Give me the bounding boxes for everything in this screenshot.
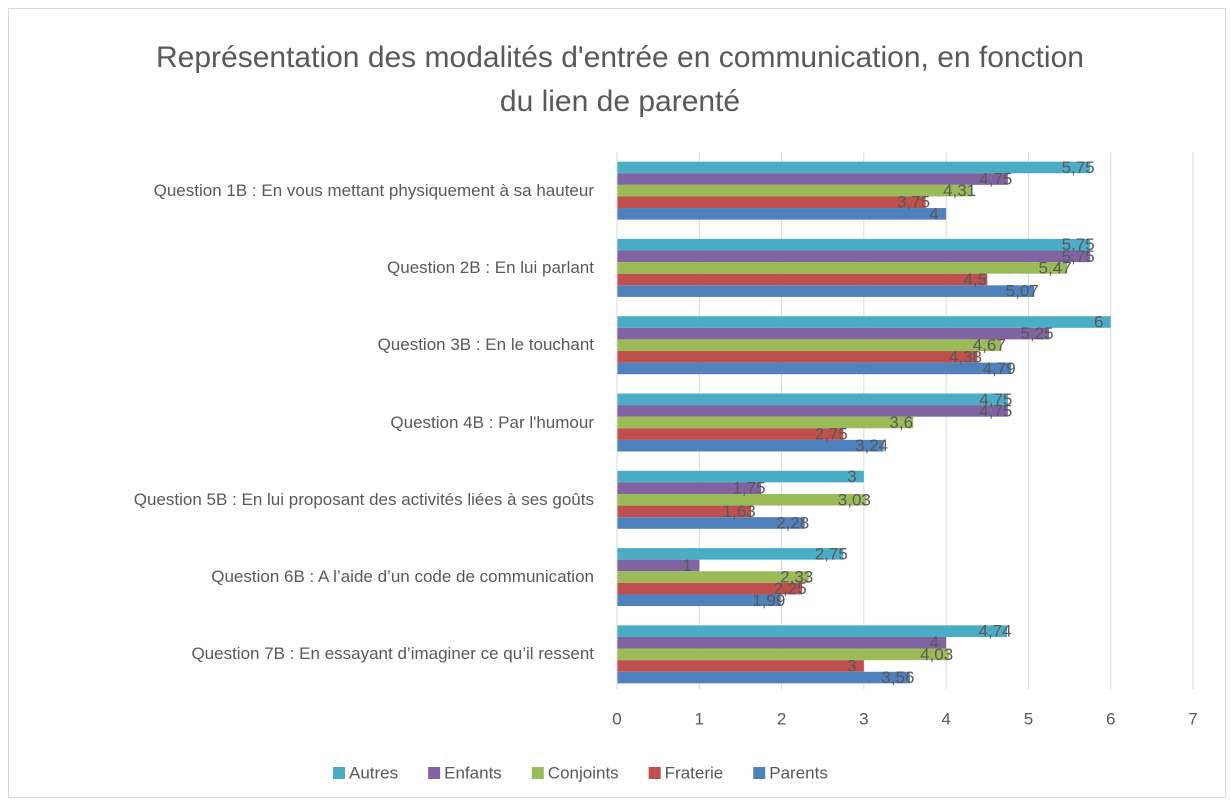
data-label: 1,75 bbox=[732, 479, 765, 498]
bar bbox=[617, 636, 947, 649]
legend-swatch bbox=[428, 767, 441, 779]
data-label: 4,38 bbox=[949, 347, 982, 366]
bar bbox=[617, 362, 1012, 375]
data-label: 2,28 bbox=[776, 513, 809, 532]
data-label: 6 bbox=[1094, 312, 1103, 331]
legend-swatch bbox=[753, 767, 766, 779]
bar bbox=[617, 238, 1091, 251]
data-label: 4 bbox=[929, 204, 938, 223]
legend-label: Conjoints bbox=[548, 763, 619, 782]
bar bbox=[617, 428, 844, 440]
data-label: 1,99 bbox=[752, 591, 785, 610]
bar bbox=[617, 671, 910, 684]
data-label: 5,47 bbox=[1039, 258, 1072, 277]
chart-border bbox=[8, 8, 1226, 798]
data-label: 5,75 bbox=[1062, 235, 1095, 254]
bar bbox=[617, 351, 978, 363]
legend-swatch bbox=[531, 767, 544, 779]
data-label: 2,75 bbox=[815, 425, 848, 444]
data-label: 4 bbox=[929, 633, 938, 652]
y-tick-label: Question 3B : En le touchant bbox=[377, 335, 594, 355]
data-label: 5,07 bbox=[1006, 282, 1039, 301]
bar bbox=[617, 184, 972, 197]
data-label: 3,75 bbox=[897, 193, 930, 212]
x-tick-label: 0 bbox=[612, 709, 621, 728]
data-label: 2,25 bbox=[774, 579, 807, 598]
legend-label: Parents bbox=[769, 763, 828, 782]
y-tick-label: Question 7B : En essayant d’imaginer ce … bbox=[191, 644, 594, 664]
bar bbox=[617, 250, 1091, 263]
bar bbox=[617, 173, 1008, 185]
data-label: 5,75 bbox=[1062, 247, 1095, 266]
data-label: 4,67 bbox=[973, 336, 1006, 355]
bar bbox=[617, 208, 947, 220]
data-label: 3 bbox=[847, 467, 856, 486]
bar bbox=[617, 439, 884, 452]
data-label: 3,24 bbox=[855, 436, 888, 455]
data-label: 2,33 bbox=[780, 568, 813, 587]
bar bbox=[617, 594, 781, 607]
bar bbox=[617, 393, 1008, 406]
bar bbox=[617, 339, 1002, 352]
bar bbox=[617, 273, 988, 286]
legend-label: Autres bbox=[349, 763, 398, 782]
bar bbox=[617, 660, 864, 672]
bar bbox=[617, 482, 761, 494]
x-tick-label: 5 bbox=[1024, 709, 1033, 728]
bar bbox=[617, 517, 805, 529]
bar bbox=[617, 285, 1035, 297]
bar bbox=[617, 405, 1008, 417]
data-label: 4,74 bbox=[978, 622, 1011, 641]
x-tick-label: 2 bbox=[777, 709, 786, 728]
data-label: 3 bbox=[847, 656, 856, 675]
y-tick-label: Question 2B : En lui parlant bbox=[387, 257, 594, 277]
data-label: 4,75 bbox=[979, 390, 1012, 409]
bar bbox=[617, 262, 1068, 274]
data-label: 4,75 bbox=[979, 401, 1012, 420]
bar bbox=[617, 327, 1049, 340]
bar bbox=[617, 625, 1008, 637]
data-label: 4,03 bbox=[920, 645, 953, 664]
bar bbox=[617, 505, 752, 518]
data-label: 2,75 bbox=[815, 544, 848, 563]
y-tick-label: Question 1B : En vous mettant physiqueme… bbox=[153, 180, 594, 200]
data-label: 4,5 bbox=[963, 270, 987, 289]
bar bbox=[617, 161, 1091, 174]
data-label: 5,25 bbox=[1020, 324, 1053, 343]
legend-swatch bbox=[648, 767, 661, 779]
bar bbox=[617, 559, 700, 572]
x-tick-label: 4 bbox=[941, 709, 950, 728]
x-tick-label: 3 bbox=[859, 709, 868, 728]
bar bbox=[617, 416, 914, 429]
data-label: 4,79 bbox=[983, 359, 1016, 378]
bar bbox=[617, 571, 809, 583]
bar bbox=[617, 470, 864, 483]
bar bbox=[617, 316, 1111, 328]
x-tick-label: 7 bbox=[1188, 709, 1197, 728]
x-tick-label: 1 bbox=[695, 709, 704, 728]
bar bbox=[617, 548, 844, 560]
y-tick-label: Question 6B : A l’aide d’un code de comm… bbox=[211, 567, 594, 587]
data-label: 5,75 bbox=[1062, 158, 1095, 177]
legend-swatch bbox=[333, 767, 345, 779]
bar bbox=[617, 582, 803, 595]
data-label: 4,31 bbox=[943, 181, 976, 200]
bar bbox=[617, 648, 949, 661]
data-label: 1,63 bbox=[723, 502, 756, 521]
data-label: 4,75 bbox=[979, 170, 1012, 189]
data-label: 1 bbox=[683, 556, 692, 575]
y-tick-label: Question 5B : En lui proposant des activ… bbox=[133, 489, 594, 509]
data-label: 3,03 bbox=[838, 490, 871, 509]
data-label: 3,6 bbox=[889, 413, 913, 432]
y-tick-label: Question 4B : Par l'humour bbox=[390, 412, 594, 432]
chart-title: Représentation des modalités d'entrée en… bbox=[156, 41, 1084, 118]
bar bbox=[617, 196, 926, 209]
data-label: 3,56 bbox=[881, 668, 914, 687]
legend-label: Enfants bbox=[444, 763, 502, 782]
legend-label: Fraterie bbox=[665, 763, 724, 782]
x-tick-label: 6 bbox=[1106, 709, 1115, 728]
bar bbox=[617, 493, 867, 506]
